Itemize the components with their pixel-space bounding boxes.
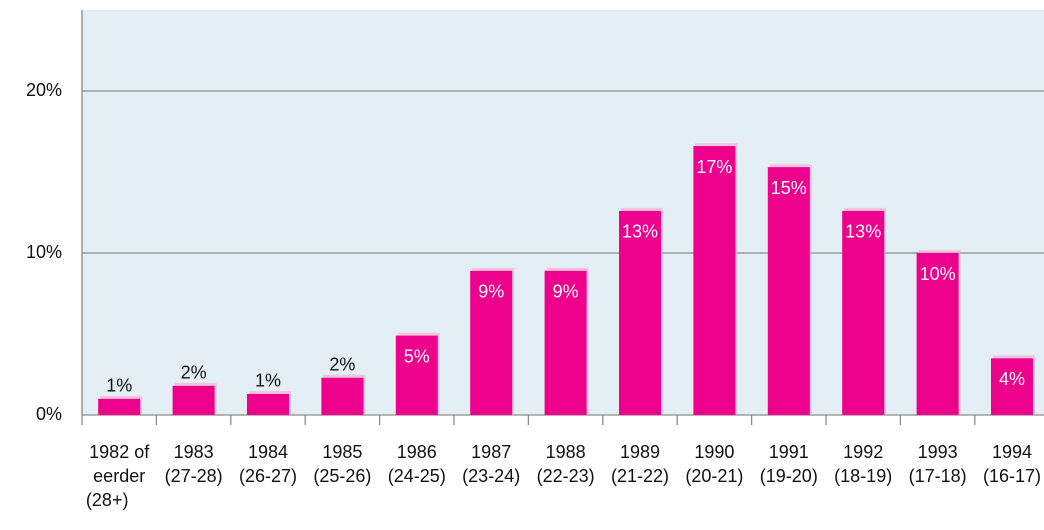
x-tick-label: 1989 — [620, 442, 660, 462]
value-label: 9% — [553, 282, 579, 302]
x-tick-label: 1986 — [397, 442, 437, 462]
bar — [916, 253, 959, 415]
bar — [395, 335, 438, 415]
bar — [842, 210, 885, 415]
value-label: 1% — [106, 376, 132, 396]
x-tick-label: (27-28) — [165, 466, 223, 486]
x-tick-label: (21-22) — [611, 466, 669, 486]
bar — [247, 393, 289, 415]
x-tick-label: 1993 — [918, 442, 958, 462]
value-label: 5% — [404, 346, 430, 366]
bar — [172, 385, 215, 415]
bar — [991, 358, 1033, 415]
x-tick-label: (17-18) — [909, 466, 967, 486]
y-tick-label: 10% — [26, 242, 62, 262]
value-label: 13% — [622, 222, 658, 242]
x-tick-label: (18-19) — [834, 466, 892, 486]
x-tick-label: 1987 — [471, 442, 511, 462]
value-label: 13% — [845, 222, 881, 242]
value-label: 4% — [999, 369, 1025, 389]
x-tick-label: (28+) — [86, 490, 129, 510]
bar — [98, 398, 141, 415]
x-tick-label: (26-27) — [239, 466, 297, 486]
bar — [321, 377, 364, 415]
value-label: 9% — [478, 282, 504, 302]
x-tick-label: (20-21) — [685, 466, 743, 486]
x-tick-label: (24-25) — [388, 466, 446, 486]
x-tick-label: (19-20) — [760, 466, 818, 486]
x-tick-label: 1990 — [694, 442, 734, 462]
bar — [767, 167, 810, 415]
value-label: 17% — [696, 157, 732, 177]
x-tick-label: 1988 — [546, 442, 586, 462]
x-tick-label: 1985 — [322, 442, 362, 462]
y-tick-label: 0% — [36, 404, 62, 424]
x-tick-label: (16-17) — [983, 466, 1041, 486]
bar — [470, 270, 513, 415]
value-label: 2% — [181, 363, 207, 383]
bar — [544, 270, 587, 415]
x-tick-label: (25-26) — [313, 466, 371, 486]
bar — [693, 146, 736, 415]
x-tick-label: 1983 — [174, 442, 214, 462]
x-tick-label: 1984 — [248, 442, 288, 462]
value-label: 15% — [771, 178, 807, 198]
bar — [619, 210, 661, 415]
x-tick-label: (22-23) — [537, 466, 595, 486]
value-label: 1% — [255, 371, 281, 391]
y-tick-label: 20% — [26, 80, 62, 100]
value-label: 10% — [920, 264, 956, 284]
x-tick-label: (23-24) — [462, 466, 520, 486]
x-tick-label: 1982 of — [89, 442, 150, 462]
x-tick-label: eerder — [93, 466, 145, 486]
x-tick-label: 1991 — [769, 442, 809, 462]
value-label: 2% — [329, 354, 355, 374]
x-tick-label: 1992 — [843, 442, 883, 462]
x-tick-label: 1994 — [992, 442, 1032, 462]
